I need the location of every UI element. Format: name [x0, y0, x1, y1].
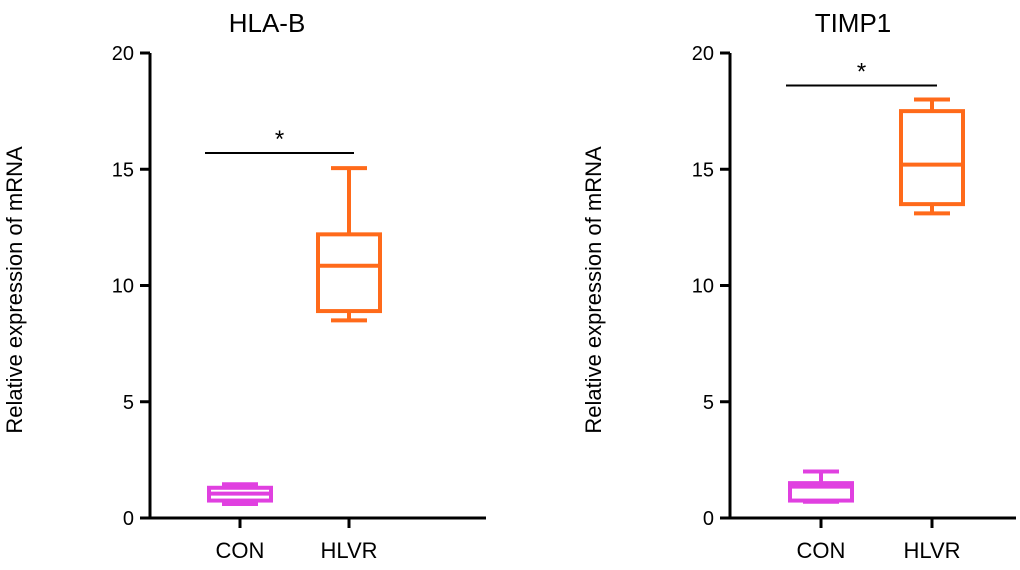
axes	[728, 53, 1016, 520]
x-tick-label: HLVR	[903, 538, 960, 563]
y-axis-label: Relative expression of mRNA	[581, 146, 606, 434]
y-tick-label: 15	[112, 159, 134, 181]
x-tick-label: CON	[797, 538, 846, 563]
significance-label: *	[857, 59, 866, 86]
x-tick-label: HLVR	[320, 538, 377, 563]
axes	[148, 53, 486, 520]
significance-annotation: *	[205, 126, 354, 154]
box-iqr	[899, 109, 965, 207]
x-ticks: CON HLVR	[797, 518, 961, 563]
chart-panel-hla-b: HLA-B Relative expression of mRNA 0 5 10 15…	[2, 8, 486, 563]
y-tick-label: 10	[692, 276, 714, 298]
y-tick-label: 5	[703, 392, 714, 414]
y-ticks: 0 5 10 15 20	[692, 43, 730, 530]
chart-panel-timp1: TIMP1 Relative expression of mRNA 0 5 10 15…	[581, 8, 1016, 563]
y-tick-label: 5	[123, 392, 134, 414]
chart-title: HLA-B	[229, 8, 306, 38]
box-con	[788, 469, 854, 504]
x-ticks: CON HLVR	[216, 518, 378, 563]
y-axis-label: Relative expression of mRNA	[2, 146, 27, 434]
y-tick-label: 20	[692, 43, 714, 65]
significance-label: *	[275, 126, 284, 153]
box-plots	[788, 97, 965, 504]
box-plots	[207, 166, 382, 507]
box-hlvr	[899, 97, 965, 216]
x-tick-label: CON	[216, 538, 265, 563]
y-tick-label: 10	[112, 276, 134, 298]
y-tick-label: 15	[692, 159, 714, 181]
y-tick-label: 0	[703, 508, 714, 530]
significance-annotation: *	[786, 59, 937, 87]
y-tick-label: 20	[112, 43, 134, 65]
y-ticks: 0 5 10 15 20	[112, 43, 150, 530]
box-con	[207, 482, 273, 507]
box-iqr	[316, 232, 382, 314]
chart-title: TIMP1	[815, 8, 892, 38]
y-tick-label: 0	[123, 508, 134, 530]
box-hlvr	[316, 166, 382, 323]
